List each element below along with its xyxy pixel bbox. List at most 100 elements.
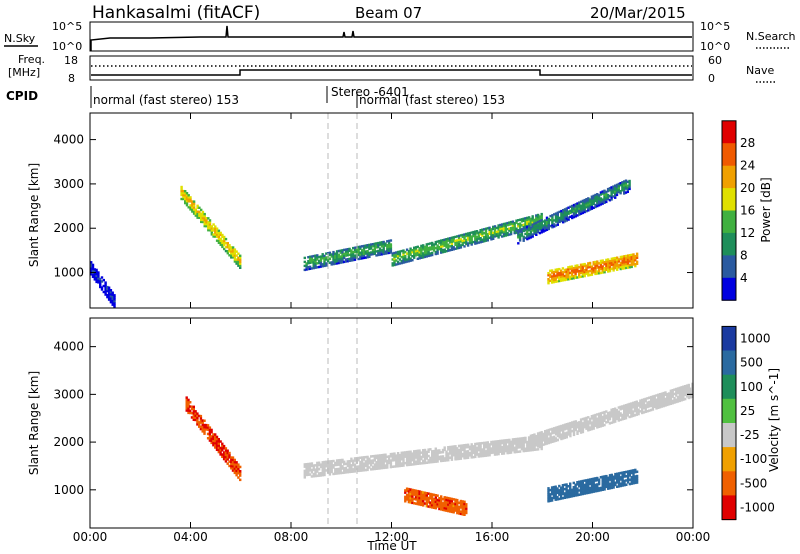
heatmap-cell xyxy=(389,249,393,252)
heatmap-cell xyxy=(486,443,489,446)
heatmap-cell xyxy=(610,198,613,201)
heatmap-cell xyxy=(413,497,416,501)
heatmap-cell xyxy=(481,454,484,458)
heatmap-cell xyxy=(499,448,502,451)
heatmap-cell xyxy=(321,461,324,464)
heatmap-cell xyxy=(592,196,595,200)
heatmap-cell xyxy=(443,500,446,503)
heatmap-cell xyxy=(448,503,452,507)
heatmap-cell xyxy=(217,229,221,232)
heatmap-cell xyxy=(658,403,662,407)
heatmap-cell xyxy=(454,447,457,450)
heatmap-cell xyxy=(366,252,369,255)
heatmap-cell xyxy=(346,248,349,251)
heatmap-cell xyxy=(588,426,592,429)
heatmap-cell xyxy=(684,393,687,396)
heatmap-cell xyxy=(587,264,590,267)
heatmap-cell xyxy=(587,197,590,200)
heatmap-cell xyxy=(443,242,446,245)
heatmap-cell xyxy=(562,209,565,212)
heatmap-cell xyxy=(418,458,421,461)
heatmap-cell xyxy=(614,194,617,197)
heatmap-cell xyxy=(352,470,355,473)
heatmap-cell xyxy=(205,219,208,222)
heatmap-cell xyxy=(344,462,348,466)
heatmap-cell xyxy=(572,427,576,430)
heatmap-cell xyxy=(635,400,638,403)
heatmap-cell xyxy=(527,229,531,232)
heatmap-cell xyxy=(436,498,439,502)
heatmap-cell xyxy=(481,452,484,456)
heatmap-cell xyxy=(624,406,628,409)
heatmap-cell xyxy=(574,492,577,495)
heatmap-cell xyxy=(459,501,463,505)
heatmap-cell xyxy=(95,278,98,282)
heatmap-cell xyxy=(429,458,432,462)
heatmap-cell xyxy=(429,448,432,451)
heatmap-cell xyxy=(685,390,689,394)
heatmap-cell xyxy=(457,501,461,504)
heatmap-cell xyxy=(562,430,565,434)
heatmap-cell xyxy=(418,501,421,504)
heatmap-cell xyxy=(224,241,228,245)
heatmap-cell xyxy=(583,421,586,425)
heatmap-cell xyxy=(682,396,685,399)
heatmap-cell xyxy=(558,210,561,214)
heatmap-cell xyxy=(493,227,497,230)
heatmap-cell xyxy=(405,457,409,460)
heatmap-cell xyxy=(440,247,443,250)
heatmap-cell xyxy=(605,483,608,486)
heatmap-cell xyxy=(486,445,489,448)
colorbar-tick-label: 100 xyxy=(740,380,763,394)
heatmap-cell xyxy=(484,229,488,232)
heatmap-cell xyxy=(601,200,604,203)
heatmap-cell xyxy=(319,259,323,262)
heatmap-cell xyxy=(361,251,364,254)
power-data xyxy=(90,179,639,309)
heatmap-cell xyxy=(450,499,454,503)
heatmap-cell xyxy=(502,222,506,226)
heatmap-cell xyxy=(644,399,647,403)
heatmap-cell xyxy=(533,435,536,439)
heatmap-cell xyxy=(550,497,554,500)
heatmap-cell xyxy=(404,500,407,503)
heatmap-cell xyxy=(341,471,344,475)
heatmap-cell xyxy=(463,513,466,516)
heatmap-cell xyxy=(626,184,629,187)
heatmap-cell xyxy=(608,261,612,265)
heatmap-cell xyxy=(228,454,231,457)
heatmap-cell xyxy=(578,207,581,210)
heatmap-cell xyxy=(626,481,630,484)
heatmap-cell xyxy=(425,457,428,460)
heatmap-cell xyxy=(185,402,188,406)
heatmap-cell xyxy=(551,224,554,227)
heatmap-cell xyxy=(581,265,584,268)
heatmap-cell xyxy=(583,204,586,208)
heatmap-cell xyxy=(357,467,360,470)
heatmap-cell xyxy=(457,449,461,452)
heatmap-cell xyxy=(466,232,470,235)
heatmap-cell xyxy=(387,461,391,465)
heatmap-cell xyxy=(565,278,568,281)
heatmap-cell xyxy=(362,456,366,459)
heatmap-cell xyxy=(635,404,638,408)
heatmap-cell xyxy=(578,205,581,208)
heatmap-cell xyxy=(434,242,437,246)
heatmap-cell xyxy=(572,433,576,437)
heatmap-cell xyxy=(350,459,353,463)
heatmap-cell xyxy=(597,202,601,205)
heatmap-cell xyxy=(526,220,529,223)
heatmap-cell xyxy=(499,227,502,231)
heatmap-cell xyxy=(224,447,228,450)
heatmap-cell xyxy=(535,220,538,223)
heatmap-cell xyxy=(465,511,468,515)
heatmap-cell xyxy=(450,458,454,461)
heatmap-cell xyxy=(567,276,570,279)
heatmap-cell xyxy=(626,474,630,478)
heatmap-cell xyxy=(621,259,624,262)
heatmap-cell xyxy=(422,495,425,498)
heatmap-cell xyxy=(531,235,534,238)
heatmap-cell xyxy=(520,234,524,237)
heatmap-cell xyxy=(493,440,497,443)
heatmap-cell xyxy=(673,388,676,391)
